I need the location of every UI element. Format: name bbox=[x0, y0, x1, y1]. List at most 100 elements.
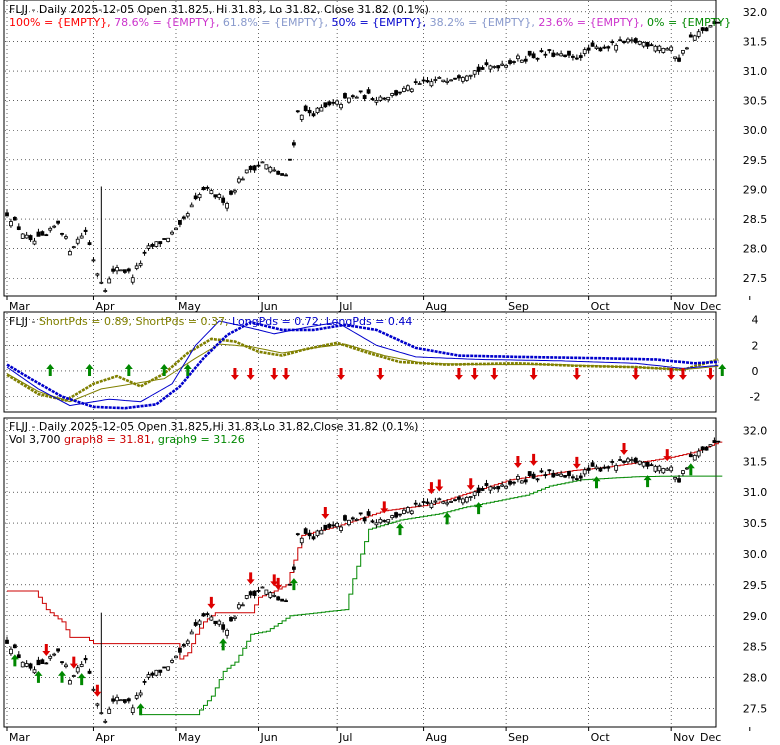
x-tick-label: Oct bbox=[591, 300, 611, 313]
candle-body bbox=[700, 27, 705, 31]
candle-body bbox=[123, 699, 127, 703]
price-panel: 27.5 28.0 28.5 29.0 29.5 30.0 30.5 31.0 31.5 32.0… bbox=[3, 0, 768, 297]
candle-body bbox=[166, 237, 171, 242]
candle-body bbox=[409, 510, 414, 514]
candle-body bbox=[500, 63, 505, 66]
candle-body bbox=[12, 644, 17, 649]
candle-body bbox=[425, 501, 430, 504]
candle-body bbox=[398, 513, 402, 516]
candle-body bbox=[126, 268, 131, 272]
candle-body bbox=[52, 653, 57, 656]
candle-body bbox=[284, 174, 288, 177]
candle-body bbox=[32, 240, 37, 245]
candle-body bbox=[331, 524, 336, 527]
candle-body bbox=[272, 169, 277, 172]
candle-body bbox=[539, 470, 544, 473]
candle-body bbox=[56, 648, 60, 652]
candle-body bbox=[543, 53, 548, 56]
candle-body bbox=[402, 87, 406, 92]
y-tick-label: 28.0 bbox=[743, 243, 768, 256]
candle-body bbox=[60, 661, 64, 664]
down-arrow bbox=[513, 456, 522, 469]
candle-body bbox=[531, 53, 536, 59]
y-tick-label: 31.0 bbox=[743, 486, 768, 499]
candle-body bbox=[87, 670, 92, 674]
candle-body bbox=[598, 47, 603, 52]
candle-body bbox=[236, 604, 241, 609]
candle-body bbox=[488, 65, 493, 70]
candle-body bbox=[633, 457, 638, 463]
candle-body bbox=[622, 40, 626, 43]
legend-entry: LongPds = 0.72, bbox=[229, 315, 323, 328]
candle-body bbox=[240, 178, 245, 181]
candle-body bbox=[629, 459, 634, 462]
candle-body bbox=[571, 55, 575, 58]
candle-body bbox=[142, 251, 147, 254]
candle-body bbox=[523, 479, 528, 483]
candle-body bbox=[453, 77, 457, 80]
candle-body bbox=[649, 464, 654, 467]
candle-body bbox=[531, 473, 536, 479]
candle-body bbox=[201, 613, 206, 617]
down-arrow bbox=[706, 368, 715, 380]
legend-entry: 61.8% = {EMPTY}, bbox=[219, 16, 328, 29]
candle-body bbox=[413, 81, 418, 84]
y-tick-label: 31.5 bbox=[743, 35, 768, 48]
candle-body bbox=[378, 518, 383, 524]
candle-body bbox=[610, 41, 615, 44]
candle-body bbox=[504, 64, 509, 68]
legend-entry: 0% = {EMPTY} bbox=[644, 16, 732, 29]
candle-body bbox=[476, 487, 481, 493]
candle-body bbox=[661, 468, 666, 474]
candle-body bbox=[107, 278, 112, 284]
candle-body bbox=[405, 85, 410, 91]
up-arrow bbox=[124, 364, 133, 376]
y-tick-label: 28.0 bbox=[743, 672, 768, 685]
candle-body bbox=[248, 165, 253, 170]
candle-body bbox=[602, 46, 607, 49]
candle-body bbox=[480, 488, 485, 491]
up-arrow bbox=[396, 523, 404, 536]
x-tick-label: Dec bbox=[700, 731, 721, 744]
x-tick-label: Oct bbox=[591, 731, 611, 744]
up-arrow bbox=[289, 578, 298, 591]
candle-body bbox=[567, 50, 571, 56]
candle-body bbox=[449, 501, 453, 503]
candle-body bbox=[91, 259, 96, 262]
candle-body bbox=[64, 664, 68, 668]
candle-body bbox=[75, 667, 80, 673]
x-tick-label: Mar bbox=[9, 731, 30, 744]
candle-body bbox=[555, 473, 560, 476]
candle-body bbox=[323, 524, 328, 530]
candle-body bbox=[95, 703, 100, 706]
candle-body bbox=[649, 44, 654, 47]
candle-body bbox=[75, 238, 80, 244]
legend-entry: LongPds = 0.44 bbox=[322, 315, 412, 328]
candle-body bbox=[437, 76, 442, 79]
candle-body bbox=[626, 38, 630, 43]
down-arrow bbox=[270, 368, 279, 380]
candle-body bbox=[99, 712, 104, 715]
candle-body bbox=[95, 273, 100, 276]
candle-body bbox=[142, 680, 147, 683]
price-panel-frame bbox=[3, 0, 717, 297]
candle-body bbox=[323, 102, 328, 108]
candle-body bbox=[382, 520, 387, 522]
candle-body bbox=[213, 620, 218, 624]
stops-x-axis: Mar Apr May Jun Jul Aug Sep Oct Nov Dec bbox=[4, 726, 751, 744]
candle-body bbox=[315, 107, 320, 114]
candle-body bbox=[48, 655, 53, 659]
y-tick-label: 2 bbox=[752, 339, 759, 352]
candle-body bbox=[295, 110, 300, 113]
candle-body bbox=[99, 281, 104, 284]
candle-body bbox=[134, 695, 139, 699]
candle-body bbox=[193, 622, 198, 626]
stops-panel-title: FLJJ - Daily 2025-12-05 Open 31.825,Hi 3… bbox=[9, 420, 418, 433]
candle-body bbox=[610, 461, 615, 463]
candle-body bbox=[527, 471, 532, 476]
candle-body bbox=[508, 480, 512, 485]
candle-body bbox=[669, 46, 674, 51]
candle-body bbox=[421, 501, 426, 503]
candle-body bbox=[657, 45, 662, 51]
candle-body bbox=[339, 104, 343, 109]
